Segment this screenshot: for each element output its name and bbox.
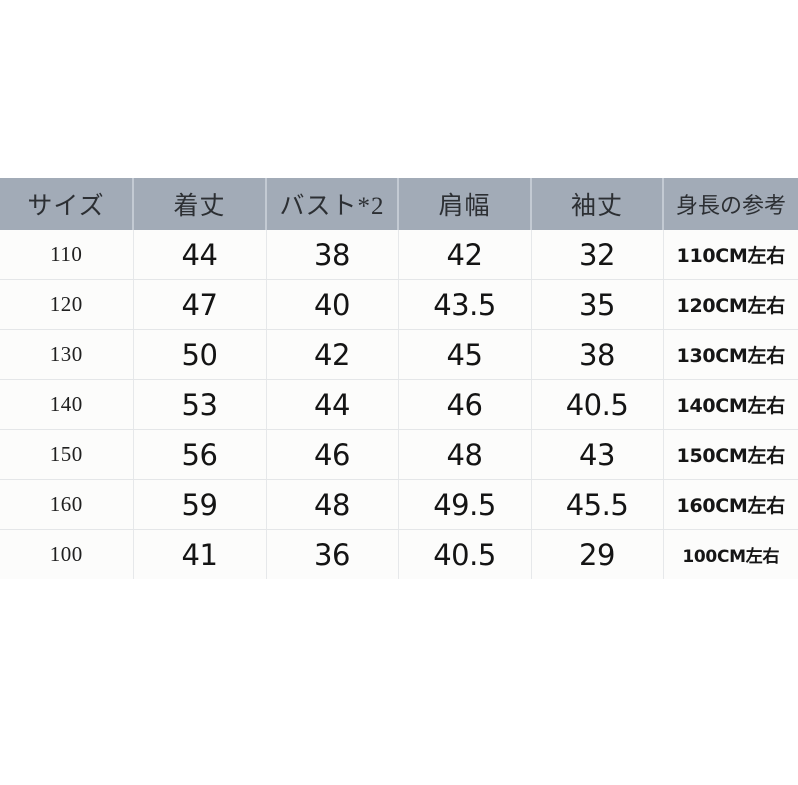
- cell-length: 53: [133, 379, 267, 430]
- cell-size: 160: [0, 479, 134, 530]
- cell-shoulder: 42: [398, 230, 532, 280]
- table-row: 150 56 46 48 43 150CM左右: [0, 429, 798, 480]
- column-header-reference-height: 身長の参考: [663, 178, 798, 230]
- cell-reference-height: 160CM左右: [663, 479, 798, 530]
- cell-shoulder: 45: [398, 329, 532, 380]
- column-header-shoulder: 肩幅: [398, 178, 532, 230]
- table-row: 140 53 44 46 40.5 140CM左右: [0, 379, 798, 430]
- cell-size: 110: [0, 230, 134, 280]
- cell-reference-height: 120CM左右: [663, 279, 798, 330]
- cell-reference-height: 110CM左右: [663, 230, 798, 280]
- cell-bust: 40: [266, 279, 399, 330]
- cell-size: 150: [0, 429, 134, 480]
- cell-shoulder: 48: [398, 429, 532, 480]
- header-row: サイズ 着丈 バスト*2 肩幅 袖丈 身長の参考: [0, 178, 798, 230]
- cell-sleeve: 38: [531, 329, 664, 380]
- cell-length: 50: [133, 329, 267, 380]
- column-header-size: サイズ: [0, 178, 134, 230]
- cell-sleeve: 43: [531, 429, 664, 480]
- cell-bust: 48: [266, 479, 399, 530]
- cell-shoulder: 40.5: [398, 529, 532, 579]
- table-row: 120 47 40 43.5 35 120CM左右: [0, 279, 798, 330]
- cell-reference-height: 100CM左右: [663, 529, 798, 579]
- cell-reference-height: 150CM左右: [663, 429, 798, 480]
- cell-length: 44: [133, 230, 267, 280]
- table-row: 100 41 36 40.5 29 100CM左右: [0, 529, 798, 579]
- size-chart-header: サイズ 着丈 バスト*2 肩幅 袖丈 身長の参考: [0, 178, 798, 230]
- cell-sleeve: 35: [531, 279, 664, 330]
- cell-size: 100: [0, 529, 134, 579]
- cell-size: 140: [0, 379, 134, 430]
- table-row: 110 44 38 42 32 110CM左右: [0, 230, 798, 280]
- cell-bust: 46: [266, 429, 399, 480]
- cell-shoulder: 49.5: [398, 479, 532, 530]
- cell-length: 56: [133, 429, 267, 480]
- cell-shoulder: 43.5: [398, 279, 532, 330]
- cell-shoulder: 46: [398, 379, 532, 430]
- cell-sleeve: 32: [531, 230, 664, 280]
- cell-sleeve: 29: [531, 529, 664, 579]
- table-row: 160 59 48 49.5 45.5 160CM左右: [0, 479, 798, 530]
- cell-bust: 36: [266, 529, 399, 579]
- cell-bust: 38: [266, 230, 399, 280]
- cell-bust: 44: [266, 379, 399, 430]
- cell-sleeve: 45.5: [531, 479, 664, 530]
- cell-length: 41: [133, 529, 267, 579]
- cell-reference-height: 130CM左右: [663, 329, 798, 380]
- table-row: 130 50 42 45 38 130CM左右: [0, 329, 798, 380]
- cell-bust: 42: [266, 329, 399, 380]
- column-header-length: 着丈: [133, 178, 267, 230]
- cell-size: 130: [0, 329, 134, 380]
- column-header-sleeve: 袖丈: [531, 178, 664, 230]
- cell-size: 120: [0, 279, 134, 330]
- size-chart-body: 110 44 38 42 32 110CM左右 120 47 40 43.5 3…: [0, 230, 798, 579]
- cell-sleeve: 40.5: [531, 379, 664, 430]
- cell-length: 47: [133, 279, 267, 330]
- cell-length: 59: [133, 479, 267, 530]
- size-chart-table: サイズ 着丈 バスト*2 肩幅 袖丈 身長の参考 110 44 38 42 32…: [0, 178, 798, 579]
- cell-reference-height: 140CM左右: [663, 379, 798, 430]
- column-header-bust: バスト*2: [266, 178, 399, 230]
